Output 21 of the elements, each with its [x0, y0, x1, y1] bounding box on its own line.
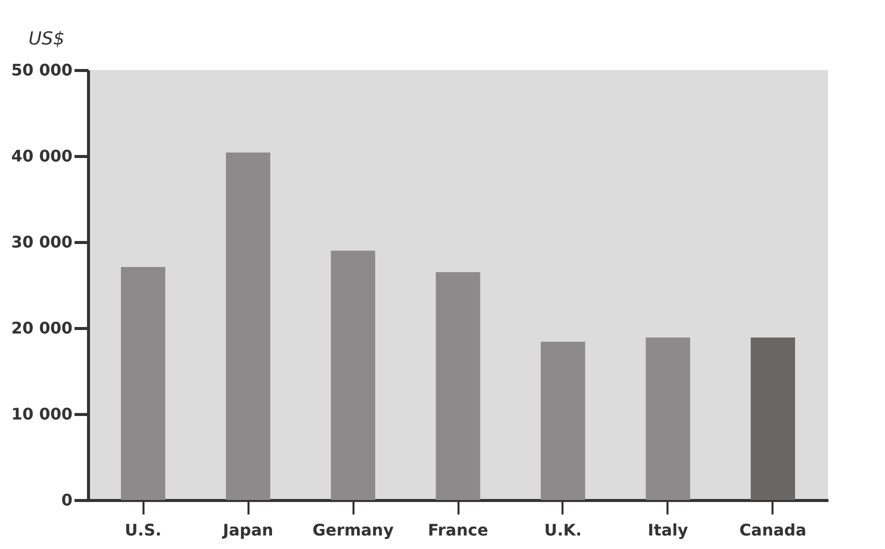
- bar: [646, 337, 690, 500]
- y-tick-label: 30 000: [11, 232, 72, 252]
- y-tick-label: 40 000: [11, 146, 72, 166]
- bar: [540, 342, 586, 500]
- bar: [226, 152, 270, 500]
- x-tick-label: Italy: [648, 520, 689, 540]
- y-tick-label: 10 000: [11, 404, 72, 424]
- y-tick-label: 0: [61, 490, 72, 510]
- bar: [436, 272, 480, 500]
- x-tick-label: U.K.: [544, 520, 582, 540]
- y-tick-label: 20 000: [11, 318, 72, 338]
- bar: [330, 250, 376, 500]
- x-tick-label: Japan: [222, 520, 274, 540]
- x-tick-label: Germany: [312, 520, 394, 540]
- y-tick-label: 50 000: [11, 60, 72, 80]
- y-axis-title: US$: [28, 28, 65, 50]
- x-tick-label: U.S.: [124, 520, 162, 540]
- bar: [750, 337, 796, 500]
- x-tick-label: Canada: [739, 520, 806, 540]
- bar: [120, 266, 166, 500]
- x-tick-label: France: [428, 520, 488, 540]
